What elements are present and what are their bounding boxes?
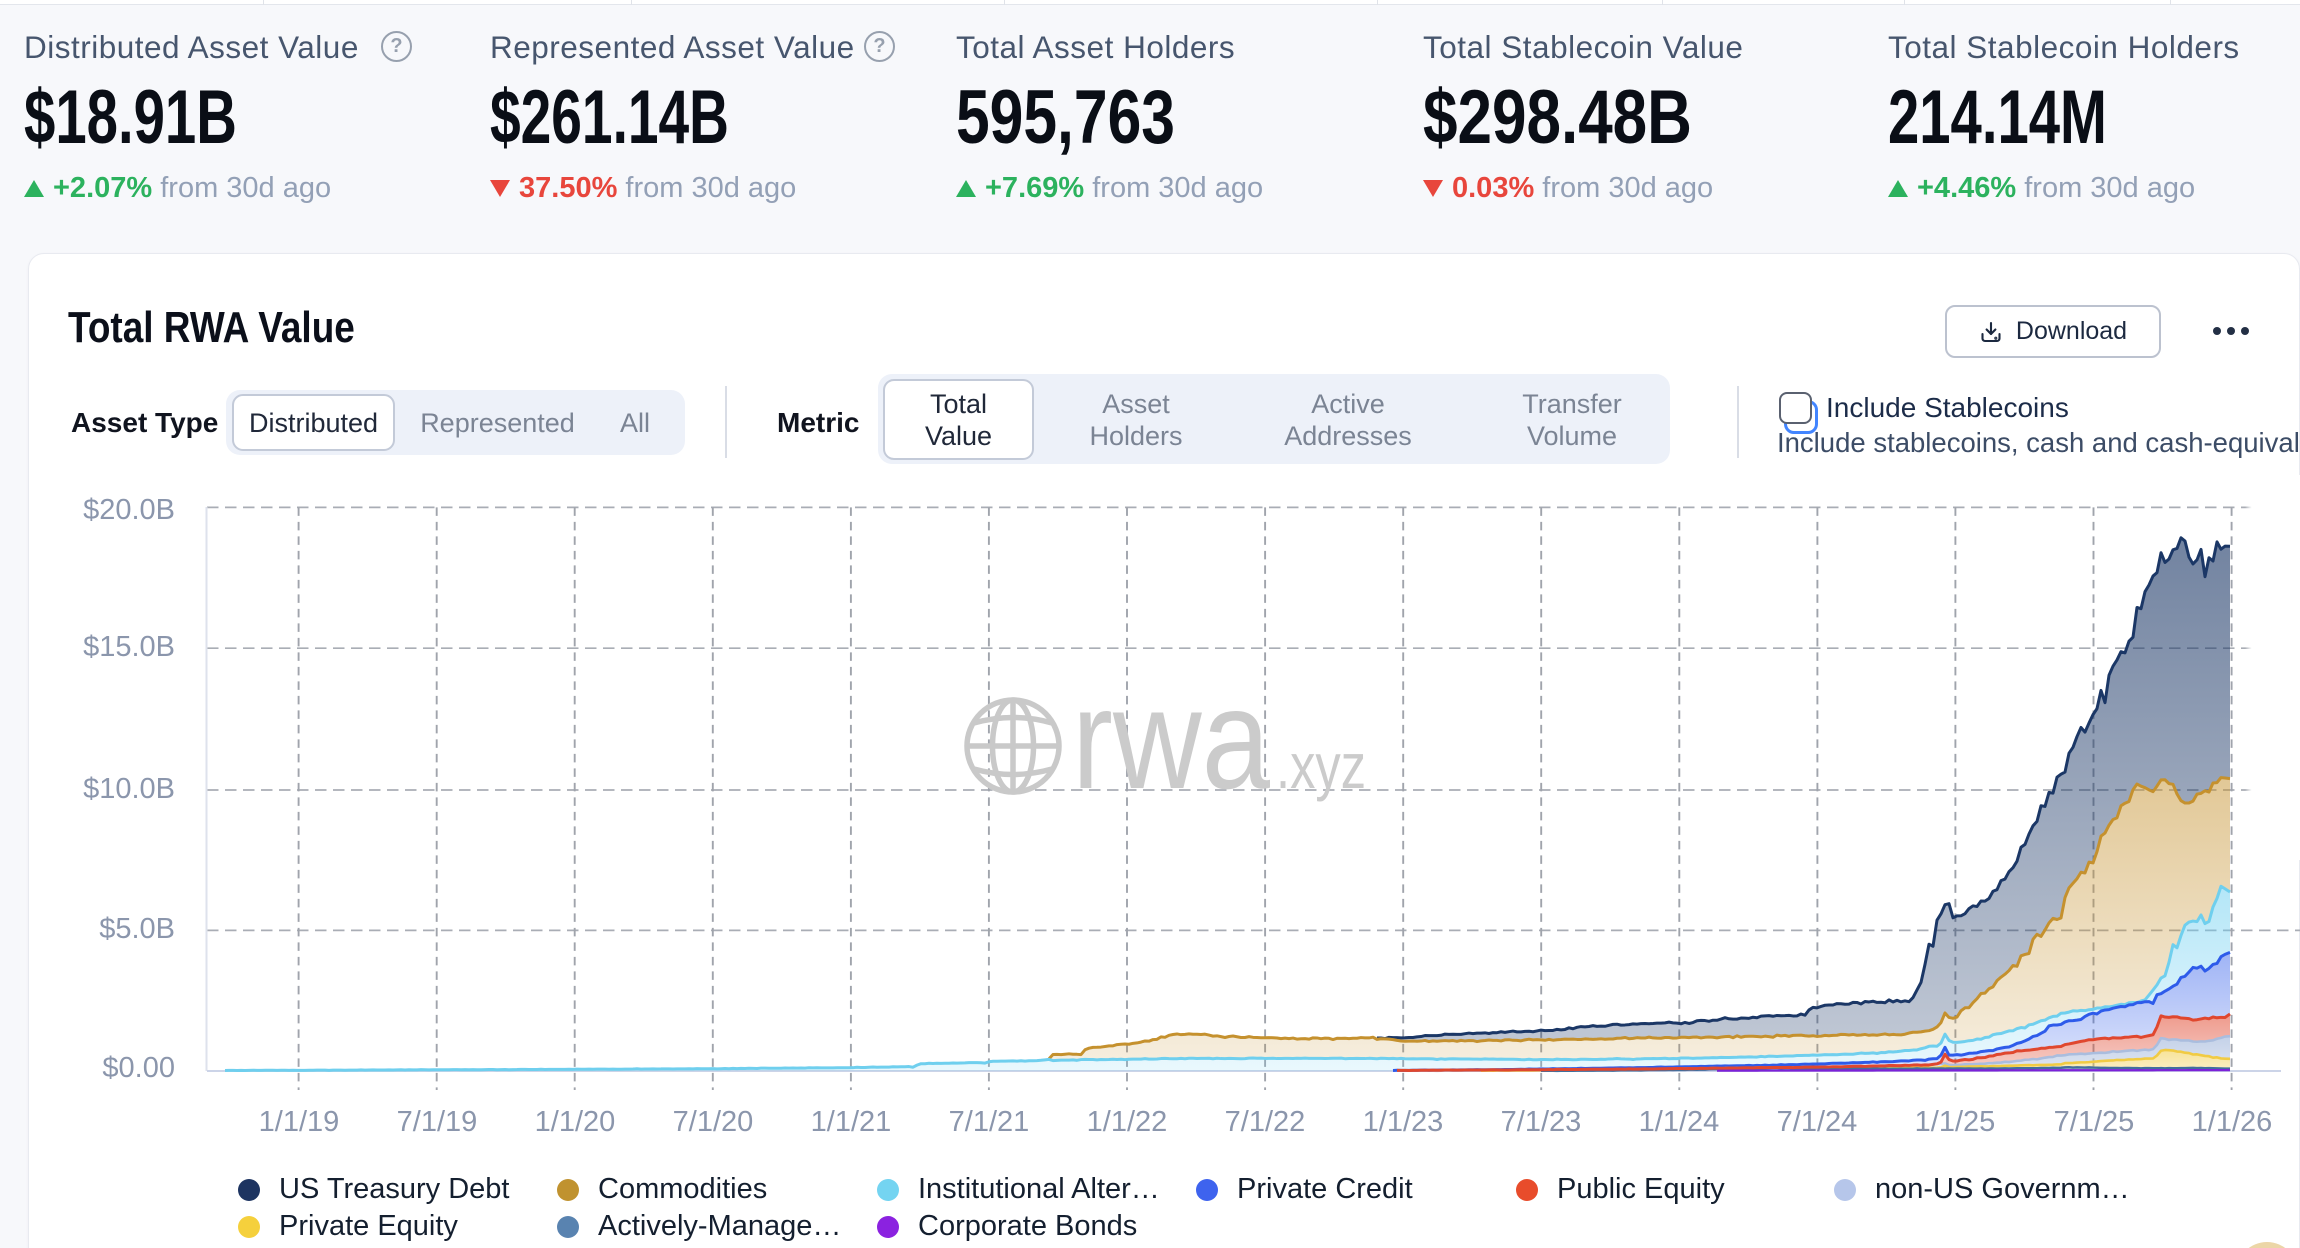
svg-text:.xyz: .xyz	[1276, 730, 1366, 802]
svg-text:rwa: rwa	[1072, 660, 1270, 819]
